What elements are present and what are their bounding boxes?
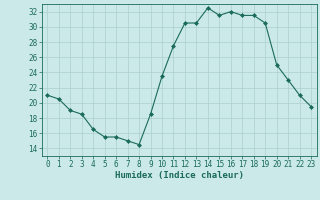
X-axis label: Humidex (Indice chaleur): Humidex (Indice chaleur) [115, 171, 244, 180]
